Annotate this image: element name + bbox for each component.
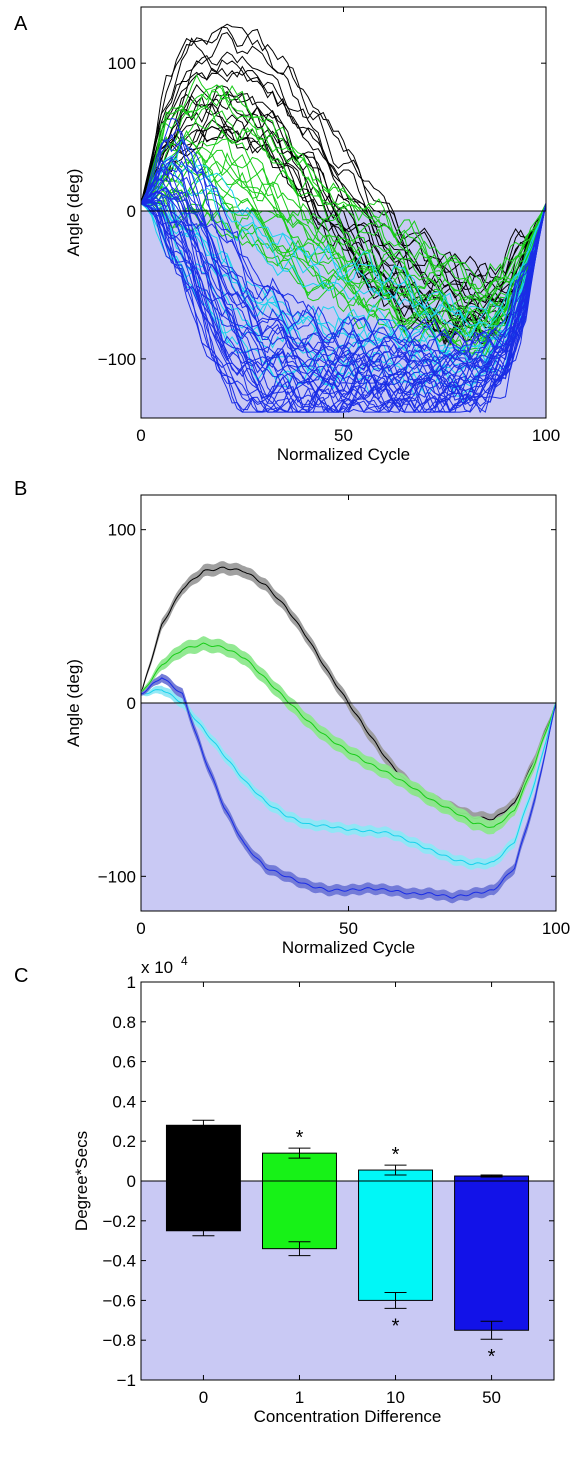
plot-area [141,23,546,414]
trace-line [141,203,546,413]
y-tick-label: 0 [127,202,136,221]
x-tick-label: 100 [542,919,570,938]
trace-line [141,51,546,302]
trace-line [141,186,546,395]
y-tick-label: 0.2 [112,1132,136,1151]
x-tick-label: 1 [295,1388,304,1407]
bar-positive [165,1124,241,1182]
plot-area [141,561,556,904]
x-tick-label: 100 [532,426,560,445]
trace-line [141,203,546,414]
trace-line [141,133,546,356]
trace-line [141,191,546,397]
y-tick-label: 0.4 [112,1092,136,1111]
trace-line [141,129,546,349]
trace-line [141,160,546,366]
x-axis-label: Normalized Cycle [277,445,410,464]
y-tick-label: −0.6 [102,1291,136,1310]
panel-label: C [14,965,28,987]
trace-line [141,84,546,298]
trace-line [141,187,546,392]
significance-marker: * [392,1144,400,1166]
trace-line [141,85,546,317]
significance-marker: * [296,1127,304,1149]
y-tick-label: 1 [127,973,136,992]
x-axis-label: Concentration Difference [254,1407,442,1426]
x-tick-label: 10 [386,1388,405,1407]
x-tick-label: 0 [136,919,145,938]
trace-line [141,125,546,347]
mean-line [141,677,556,899]
trace-line [141,196,546,366]
error-band [141,685,556,870]
y-tick-label: 0.8 [112,1013,136,1032]
trace-line [141,84,546,301]
significance-marker: * [392,1315,400,1337]
exponent-label: x 10 [141,958,173,977]
significance-marker: * [488,1346,496,1368]
trace-line [141,203,546,414]
panel-c: 0 * 1 * * 10 * 50 −1 −0.8 −0.6 −0.4 −0.2 0 0.2 0.4 0.6 0.… [14,954,555,1426]
panel-label: A [14,13,28,35]
y-tick-label: 0 [127,694,136,713]
trace-line [141,74,546,290]
trace-line [141,106,546,303]
trace-line [141,196,546,401]
error-band [141,673,556,904]
trace-line [141,136,546,314]
bar-negative [261,1180,337,1250]
trace-line [141,203,546,405]
trace-line [141,59,546,305]
negative-region [141,703,556,911]
trace-line [141,110,546,301]
trace-line [141,117,546,354]
panel-label: B [14,478,27,500]
x-tick-label: 0 [199,1388,208,1407]
y-tick-label: −100 [98,867,136,886]
bar-negative [454,1180,530,1331]
y-tick-label: 0 [127,1172,136,1191]
y-tick-label: −0.2 [102,1212,136,1231]
panel-a: −100 0 100 0 50 100 Normalized Cycle Angle (deg… [14,6,560,464]
trace-line [141,137,546,322]
y-tick-label: 100 [108,521,136,540]
trace-line [141,167,546,377]
mean-line [141,642,556,828]
trace-line [141,166,546,371]
y-tick-label: 0.6 [112,1053,136,1072]
panel-b: −100 0 100 0 50 100 Normalized Cycle Angle (deg… [14,478,570,957]
exponent-power: 4 [181,954,188,968]
bar-negative [358,1180,434,1301]
error-band [141,561,556,826]
y-tick-label: 100 [108,54,136,73]
trace-line [141,58,546,301]
y-axis-label: Angle (deg) [64,659,83,747]
mean-line [141,689,556,866]
trace-line [141,26,546,277]
trace-line [141,200,546,413]
y-tick-label: −0.8 [102,1331,136,1350]
x-tick-label: 50 [482,1388,501,1407]
trace-line [141,146,546,326]
x-tick-label: 50 [339,919,358,938]
y-axis-label: Degree*Secs [72,1131,91,1231]
y-tick-label: −100 [98,350,136,369]
bar-negative [165,1180,241,1232]
trace-line [141,138,546,357]
trace-line [141,195,546,407]
y-axis-label: Angle (deg) [64,169,83,257]
x-axis-label: Normalized Cycle [282,938,415,957]
trace-line [141,196,546,363]
y-tick-label: −0.4 [102,1252,136,1271]
trace-line [141,91,546,292]
y-tick-label: −1 [117,1371,136,1390]
x-tick-label: 50 [334,426,353,445]
x-tick-label: 0 [136,426,145,445]
trace-line [141,155,546,339]
trace-line [141,23,546,285]
error-band [141,636,556,835]
trace-line [141,177,546,387]
trace-line [141,203,546,413]
